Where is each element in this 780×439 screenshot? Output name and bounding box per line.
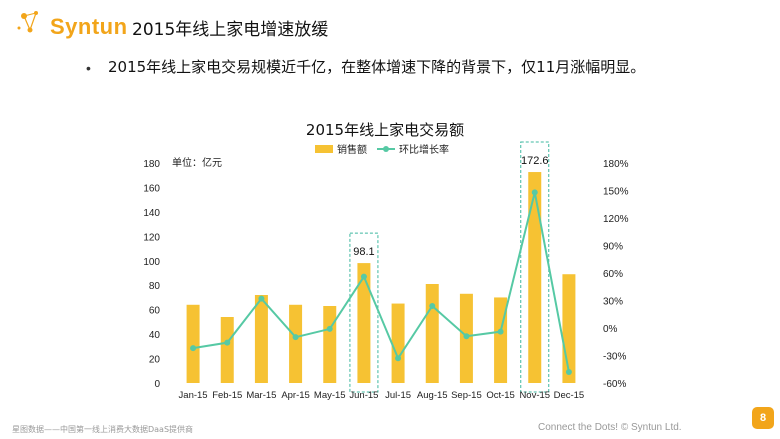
x-axis-tick-label: Oct-15 (486, 390, 515, 401)
growth-rate-point (565, 369, 572, 375)
growth-rate-point (463, 333, 470, 340)
left-axis-tick-label: 160 (143, 183, 160, 194)
growth-rate-point (531, 189, 538, 196)
bar-data-label: 98.1 (353, 246, 374, 258)
left-axis-tick-label: 80 (149, 281, 161, 292)
sales-bar (289, 304, 303, 383)
x-axis-tick-label: Sep-15 (451, 390, 482, 401)
growth-rate-point (429, 303, 436, 309)
right-axis-tick-label: 120% (603, 214, 629, 225)
chart-legend: 销售额 环比增长率 (315, 143, 449, 156)
legend-label-line: 环比增长率 (399, 143, 449, 156)
left-axis-tick-label: 100 (143, 257, 160, 268)
right-axis-tick-label: 180% (603, 159, 629, 170)
logo-text: Syntun (50, 14, 128, 39)
growth-rate-point (360, 273, 367, 280)
left-axis-tick-label: 40 (149, 330, 161, 341)
right-axis-tick-label: 90% (603, 242, 623, 253)
x-axis-tick-label: Dec-15 (554, 390, 585, 401)
sales-bar (220, 317, 234, 383)
right-axis-tick-label: 150% (603, 187, 629, 198)
growth-rate-point (258, 295, 265, 302)
right-axis-tick-label: -60% (603, 379, 626, 390)
legend-swatch-bar (315, 145, 333, 153)
sales-bar (186, 304, 200, 383)
x-axis-tick-label: Aug-15 (417, 390, 448, 401)
left-axis-tick-label: 180 (143, 159, 160, 170)
right-axis-tick-label: 60% (603, 269, 623, 280)
x-axis-tick-label: Jul-15 (385, 390, 411, 401)
sales-bar (528, 172, 542, 383)
chart-title: 2015年线上家电交易额 (306, 121, 464, 139)
growth-rate-point (292, 334, 299, 341)
left-axis-tick-label: 120 (143, 232, 160, 243)
left-axis-tick-label: 140 (143, 208, 160, 219)
x-axis-tick-label: Mar-15 (246, 390, 276, 401)
logo-mark-icon (17, 11, 38, 33)
sales-bar (357, 263, 371, 383)
x-axis-tick-label: Apr-15 (281, 390, 310, 401)
right-axis-tick-label: 30% (603, 297, 623, 308)
growth-rate-point (190, 345, 197, 352)
x-axis-tick-label: Jun-15 (349, 390, 378, 401)
page-title: 2015年线上家电增速放缓 (132, 20, 329, 40)
sales-bar (323, 306, 337, 383)
growth-rate-point (224, 339, 231, 346)
sales-bar (254, 295, 268, 383)
right-axis-tick-label: 0% (603, 324, 618, 335)
growth-rate-point (326, 325, 333, 332)
growth-rate-line (192, 192, 570, 373)
growth-rate-point (395, 355, 402, 362)
left-axis-tick-label: 20 (149, 355, 161, 366)
left-axis-tick-label: 0 (154, 379, 160, 390)
sales-bar (391, 303, 405, 383)
footer-tagline: 星图数据——中国第一线上消费大数据DaaS提供商 (12, 425, 194, 434)
right-axis-tick-label: -30% (603, 352, 626, 363)
bullet-marker: • (86, 60, 91, 76)
legend-label-bar: 销售额 (337, 143, 367, 156)
x-axis-tick-label: Jan-15 (179, 390, 208, 401)
growth-rate-point (497, 328, 504, 335)
x-axis-tick-label: May-15 (314, 390, 346, 401)
x-axis-tick-label: Feb-15 (212, 390, 242, 401)
footer-copyright: Connect the Dots! © Syntun Ltd. (538, 422, 682, 433)
left-axis-tick-label: 60 (149, 306, 161, 317)
sales-bar (425, 284, 439, 383)
page-number-badge: 8 (752, 407, 774, 429)
syntun-logo: Syntun (14, 8, 127, 40)
x-axis-tick-label: Nov-15 (519, 390, 550, 401)
bar-data-label: 172.6 (521, 155, 549, 167)
bullet-text: 2015年线上家电交易规模近千亿，在整体增速下降的背景下，仅11月涨幅明显。 (108, 58, 646, 76)
unit-label: 单位：亿元 (172, 156, 222, 169)
legend-swatch-marker (383, 146, 389, 152)
